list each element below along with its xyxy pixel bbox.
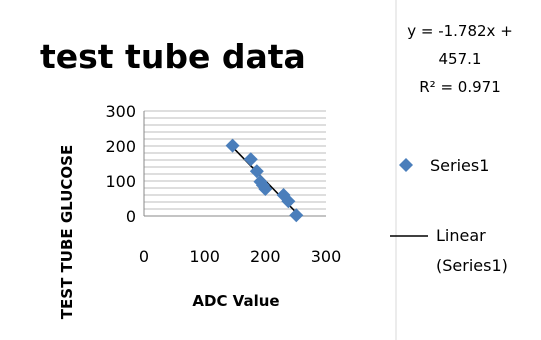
data-point <box>249 164 264 179</box>
legend-linear-label-line-1: Linear <box>436 226 486 245</box>
x-tick-label: 200 <box>250 247 281 266</box>
x-tick-label: 100 <box>189 247 220 266</box>
legend-series1-label: Series1 <box>430 156 489 175</box>
y-tick-label: 0 <box>126 207 136 226</box>
legend: Series1 Linear (Series1) <box>390 156 508 275</box>
data-point <box>281 194 296 209</box>
y-tick-label: 200 <box>105 137 136 156</box>
data-point <box>289 208 304 223</box>
data-point <box>258 182 273 197</box>
grid <box>144 110 326 210</box>
chart-title: test tube data <box>40 37 306 76</box>
y-axis-label: TEST TUBE GLUCOSE <box>58 145 76 319</box>
x-axis-label: ADC Value <box>192 292 279 310</box>
x-tick-labels: 0 100 200 300 <box>139 247 341 266</box>
legend-series1-marker <box>399 158 413 172</box>
legend-linear-label-line-2: (Series1) <box>436 256 508 275</box>
y-tick-label: 100 <box>105 172 136 191</box>
data-points <box>225 138 304 223</box>
trendline-equation-line-2: 457.1 <box>439 50 482 68</box>
x-tick-label: 300 <box>311 247 342 266</box>
y-tick-label: 300 <box>105 102 136 121</box>
x-tick-label: 0 <box>139 247 149 266</box>
data-point <box>243 152 258 167</box>
y-tick-labels: 0 100 200 300 <box>105 102 136 226</box>
data-point <box>225 138 240 153</box>
r-squared-label: R² = 0.971 <box>419 78 500 96</box>
trendline-equation-line-1: y = -1.782x + <box>407 22 513 40</box>
